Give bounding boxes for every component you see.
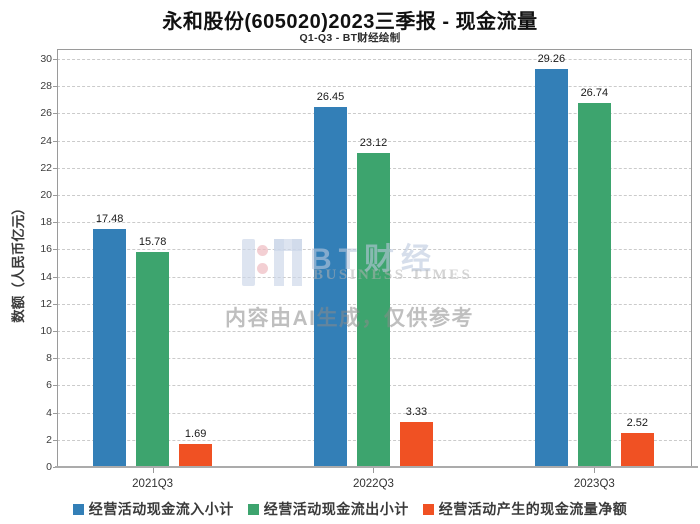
bar-value-label: 3.33 (405, 405, 428, 418)
y-tick-mark-icon (53, 276, 57, 278)
y-tick-mark-icon (53, 222, 57, 224)
y-tick-label: 6 (46, 379, 52, 392)
bar-value-label: 2.52 (626, 416, 649, 429)
x-axis-line (55, 466, 698, 468)
gridline (57, 59, 692, 61)
y-tick-mark-icon (53, 303, 57, 305)
bar (179, 444, 213, 467)
y-tick-label: 14 (40, 270, 52, 283)
y-tick-label: 2 (46, 433, 52, 446)
legend-swatch-icon (247, 503, 259, 515)
bar-value-label: 15.78 (138, 236, 167, 249)
x-tick-mark-icon (373, 468, 375, 473)
y-tick-label: 0 (46, 461, 52, 473)
y-tick-mark-icon (53, 249, 57, 251)
legend: 经营活动现金流入小计 经营活动现金流出小计 经营活动产生的现金流量净额 (0, 499, 700, 519)
legend-item: 经营活动现金流出小计 (247, 499, 409, 519)
plot-left-spine (57, 49, 58, 467)
y-tick-label: 12 (40, 297, 52, 310)
bar-value-label: 26.45 (316, 91, 345, 104)
y-tick-mark-icon (53, 439, 57, 441)
gridline (57, 140, 692, 142)
x-tick-mark-icon (152, 468, 154, 473)
y-tick-mark-icon (53, 86, 57, 88)
legend-swatch-icon (72, 503, 84, 515)
y-tick-mark-icon (53, 195, 57, 197)
y-tick-label: 22 (40, 161, 52, 174)
y-tick-label: 10 (40, 325, 52, 338)
page-title: 永和股份(605020)2023三季报 - 现金流量 (162, 11, 538, 33)
y-tick-mark-icon (53, 412, 57, 414)
bar (136, 252, 170, 467)
bar (399, 421, 433, 467)
bar (620, 432, 654, 467)
y-tick-label: 24 (40, 134, 52, 147)
x-tick-label: 2021Q3 (132, 478, 174, 490)
plot-right-spine (691, 49, 692, 467)
x-tick-mark-icon (594, 468, 596, 473)
bar-value-label: 23.12 (359, 136, 388, 149)
y-tick-label: 18 (40, 216, 52, 229)
y-tick-label: 8 (46, 352, 52, 365)
bar (356, 152, 390, 467)
legend-item: 经营活动现金流入小计 (72, 499, 234, 519)
bar-value-label: 29.26 (537, 53, 566, 66)
y-tick-label: 28 (40, 80, 52, 93)
plot-top-spine (57, 49, 692, 50)
y-tick-mark-icon (53, 113, 57, 115)
legend-label: 经营活动现金流出小计 (263, 501, 409, 517)
chart-subtitle: Q1-Q3 - BT财经绘制 (299, 32, 401, 44)
y-tick-label: 20 (40, 189, 52, 202)
y-tick-label: 4 (46, 406, 52, 419)
y-tick-label: 26 (40, 107, 52, 120)
gridline (57, 86, 692, 88)
legend-label: 经营活动现金流入小计 (88, 501, 234, 517)
y-tick-mark-icon (53, 167, 57, 169)
y-tick-mark-icon (53, 385, 57, 387)
y-tick-mark-icon (53, 140, 57, 142)
bar (534, 69, 568, 467)
bar (577, 103, 611, 467)
gridline (57, 113, 692, 115)
y-tick-mark-icon (53, 358, 57, 360)
y-tick-label: 16 (40, 243, 52, 256)
legend-label: 经营活动产生的现金流量净额 (438, 501, 628, 517)
y-tick-label: 30 (40, 53, 52, 66)
bar-value-label: 1.69 (184, 428, 207, 441)
y-tick-mark-icon (53, 331, 57, 333)
x-tick-label: 2022Q3 (353, 478, 394, 490)
bar (313, 107, 347, 467)
y-tick-mark-icon (53, 59, 57, 61)
bar-value-label: 17.48 (95, 213, 124, 226)
legend-item: 经营活动产生的现金流量净额 (422, 499, 628, 519)
legend-swatch-icon (422, 503, 434, 515)
bar-value-label: 26.74 (580, 87, 609, 100)
x-tick-label: 2023Q3 (573, 478, 615, 490)
bar (93, 229, 127, 467)
